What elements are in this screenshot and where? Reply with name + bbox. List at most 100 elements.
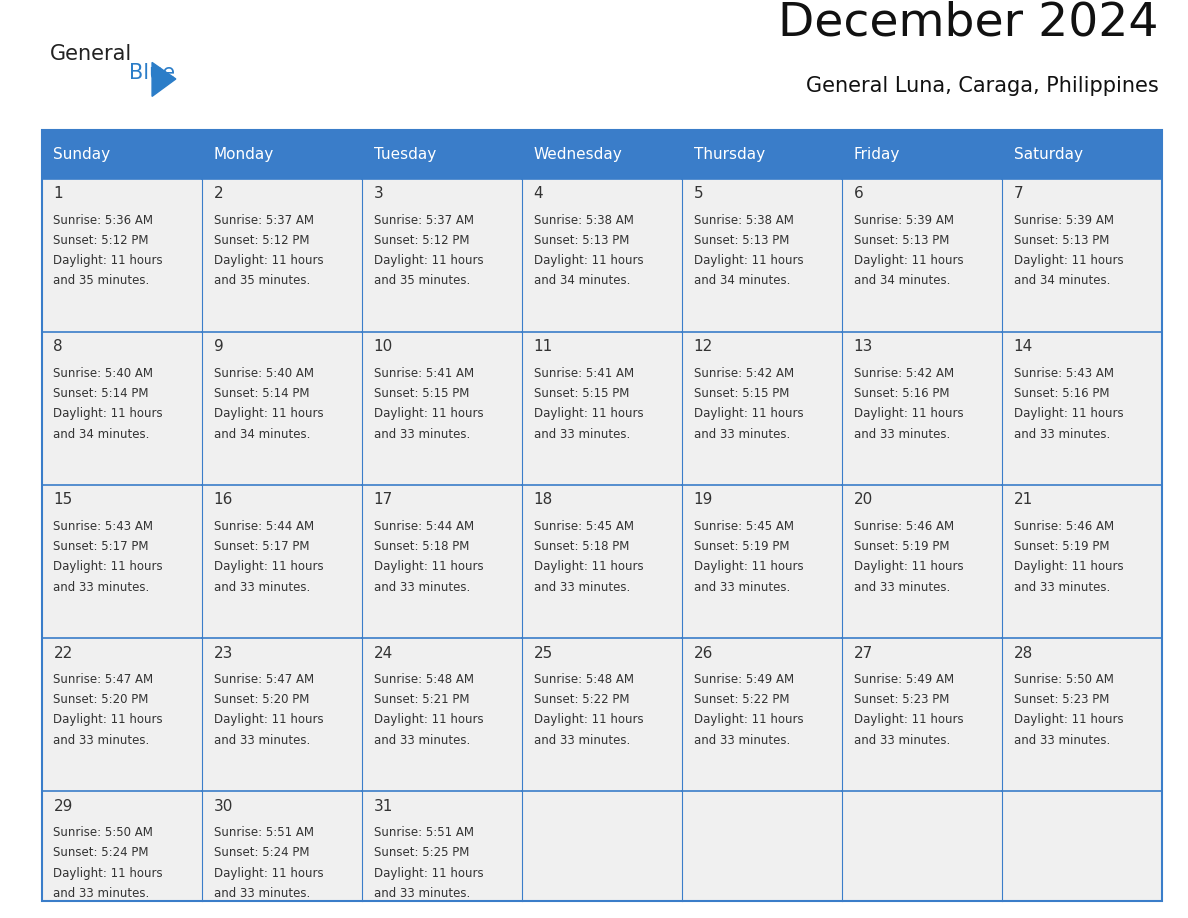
Text: and 33 minutes.: and 33 minutes. [694,428,790,441]
Text: 16: 16 [214,492,233,508]
Text: 9: 9 [214,340,223,354]
Text: Sunrise: 5:40 AM: Sunrise: 5:40 AM [214,367,314,380]
Text: Thursday: Thursday [694,147,765,162]
Text: Sunset: 5:13 PM: Sunset: 5:13 PM [1013,234,1110,247]
Text: and 33 minutes.: and 33 minutes. [533,580,630,594]
Text: Sunset: 5:20 PM: Sunset: 5:20 PM [214,693,309,706]
Bar [202,332,361,485]
Text: Daylight: 11 hours: Daylight: 11 hours [373,867,484,879]
Text: and 33 minutes.: and 33 minutes. [1013,580,1110,594]
Text: and 34 minutes.: and 34 minutes. [533,274,630,287]
Bar [842,179,1001,332]
Text: and 33 minutes.: and 33 minutes. [533,733,630,746]
Text: Sunset: 5:21 PM: Sunset: 5:21 PM [373,693,469,706]
Text: and 33 minutes.: and 33 minutes. [214,580,310,594]
Text: Sunset: 5:13 PM: Sunset: 5:13 PM [694,234,789,247]
Text: Sunrise: 5:41 AM: Sunrise: 5:41 AM [533,367,633,380]
Text: Sunrise: 5:44 AM: Sunrise: 5:44 AM [214,520,314,533]
Text: Saturday: Saturday [1013,147,1082,162]
Text: Daylight: 11 hours: Daylight: 11 hours [373,408,484,420]
Text: and 34 minutes.: and 34 minutes. [1013,274,1110,287]
Text: and 33 minutes.: and 33 minutes. [373,428,469,441]
Text: Daylight: 11 hours: Daylight: 11 hours [373,560,484,574]
Text: 23: 23 [214,645,233,661]
Text: Sunset: 5:15 PM: Sunset: 5:15 PM [694,387,789,400]
Bar [42,179,202,332]
Bar [361,332,522,485]
Text: and 33 minutes.: and 33 minutes. [694,580,790,594]
Text: and 35 minutes.: and 35 minutes. [214,274,310,287]
Text: Sunset: 5:19 PM: Sunset: 5:19 PM [694,540,789,554]
Text: Sunset: 5:24 PM: Sunset: 5:24 PM [214,846,309,859]
Text: Daylight: 11 hours: Daylight: 11 hours [214,560,323,574]
Text: Daylight: 11 hours: Daylight: 11 hours [53,713,163,726]
Text: Daylight: 11 hours: Daylight: 11 hours [53,867,163,879]
Text: Sunset: 5:16 PM: Sunset: 5:16 PM [1013,387,1110,400]
Bar [42,485,202,638]
Text: 27: 27 [854,645,873,661]
Text: Sunrise: 5:47 AM: Sunrise: 5:47 AM [53,673,153,686]
Text: 19: 19 [694,492,713,508]
Text: Sunrise: 5:46 AM: Sunrise: 5:46 AM [1013,520,1114,533]
Text: Sunset: 5:13 PM: Sunset: 5:13 PM [854,234,949,247]
Text: and 34 minutes.: and 34 minutes. [694,274,790,287]
Bar [842,638,1001,791]
Text: and 33 minutes.: and 33 minutes. [373,733,469,746]
Bar [1001,485,1162,638]
Text: Sunrise: 5:48 AM: Sunrise: 5:48 AM [373,673,474,686]
Text: General: General [50,44,132,64]
Text: 30: 30 [214,799,233,813]
Text: Sunrise: 5:39 AM: Sunrise: 5:39 AM [1013,214,1113,227]
Text: Friday: Friday [854,147,901,162]
Text: 31: 31 [373,799,393,813]
Text: Daylight: 11 hours: Daylight: 11 hours [1013,408,1124,420]
Text: Sunrise: 5:51 AM: Sunrise: 5:51 AM [214,826,314,839]
Text: Daylight: 11 hours: Daylight: 11 hours [373,713,484,726]
Text: and 33 minutes.: and 33 minutes. [854,580,950,594]
Text: Daylight: 11 hours: Daylight: 11 hours [373,254,484,267]
Bar [202,485,361,638]
Text: and 33 minutes.: and 33 minutes. [854,428,950,441]
Text: Daylight: 11 hours: Daylight: 11 hours [854,713,963,726]
Text: 24: 24 [373,645,393,661]
Text: Sunrise: 5:41 AM: Sunrise: 5:41 AM [373,367,474,380]
Text: and 33 minutes.: and 33 minutes. [694,733,790,746]
Bar [682,791,842,901]
Text: Sunrise: 5:38 AM: Sunrise: 5:38 AM [533,214,633,227]
Text: Sunrise: 5:39 AM: Sunrise: 5:39 AM [854,214,954,227]
Text: Sunrise: 5:50 AM: Sunrise: 5:50 AM [53,826,153,839]
Text: Sunrise: 5:50 AM: Sunrise: 5:50 AM [1013,673,1113,686]
Text: Sunrise: 5:36 AM: Sunrise: 5:36 AM [53,214,153,227]
Text: Sunrise: 5:40 AM: Sunrise: 5:40 AM [53,367,153,380]
Text: Daylight: 11 hours: Daylight: 11 hours [1013,560,1124,574]
Text: Daylight: 11 hours: Daylight: 11 hours [214,867,323,879]
Text: 28: 28 [1013,645,1032,661]
Text: Monday: Monday [214,147,273,162]
Text: Sunset: 5:12 PM: Sunset: 5:12 PM [214,234,309,247]
Bar [682,485,842,638]
Text: Sunset: 5:12 PM: Sunset: 5:12 PM [53,234,148,247]
Text: Sunrise: 5:51 AM: Sunrise: 5:51 AM [373,826,474,839]
Bar [361,179,522,332]
Text: 1: 1 [53,186,63,201]
Text: 22: 22 [53,645,72,661]
Text: Daylight: 11 hours: Daylight: 11 hours [1013,254,1124,267]
Text: General Luna, Caraga, Philippines: General Luna, Caraga, Philippines [805,76,1158,96]
Text: and 33 minutes.: and 33 minutes. [214,733,310,746]
Bar [522,179,682,332]
Text: Daylight: 11 hours: Daylight: 11 hours [53,408,163,420]
Text: Sunset: 5:20 PM: Sunset: 5:20 PM [53,693,148,706]
Text: and 33 minutes.: and 33 minutes. [53,887,150,900]
Text: and 33 minutes.: and 33 minutes. [1013,428,1110,441]
Text: and 35 minutes.: and 35 minutes. [373,274,469,287]
Text: Daylight: 11 hours: Daylight: 11 hours [854,254,963,267]
Text: Daylight: 11 hours: Daylight: 11 hours [53,254,163,267]
Text: Daylight: 11 hours: Daylight: 11 hours [533,254,643,267]
Text: and 34 minutes.: and 34 minutes. [854,274,950,287]
Text: Sunrise: 5:42 AM: Sunrise: 5:42 AM [854,367,954,380]
Text: 13: 13 [854,340,873,354]
Text: Daylight: 11 hours: Daylight: 11 hours [214,408,323,420]
Text: 20: 20 [854,492,873,508]
Bar [42,130,1162,179]
Bar [522,332,682,485]
